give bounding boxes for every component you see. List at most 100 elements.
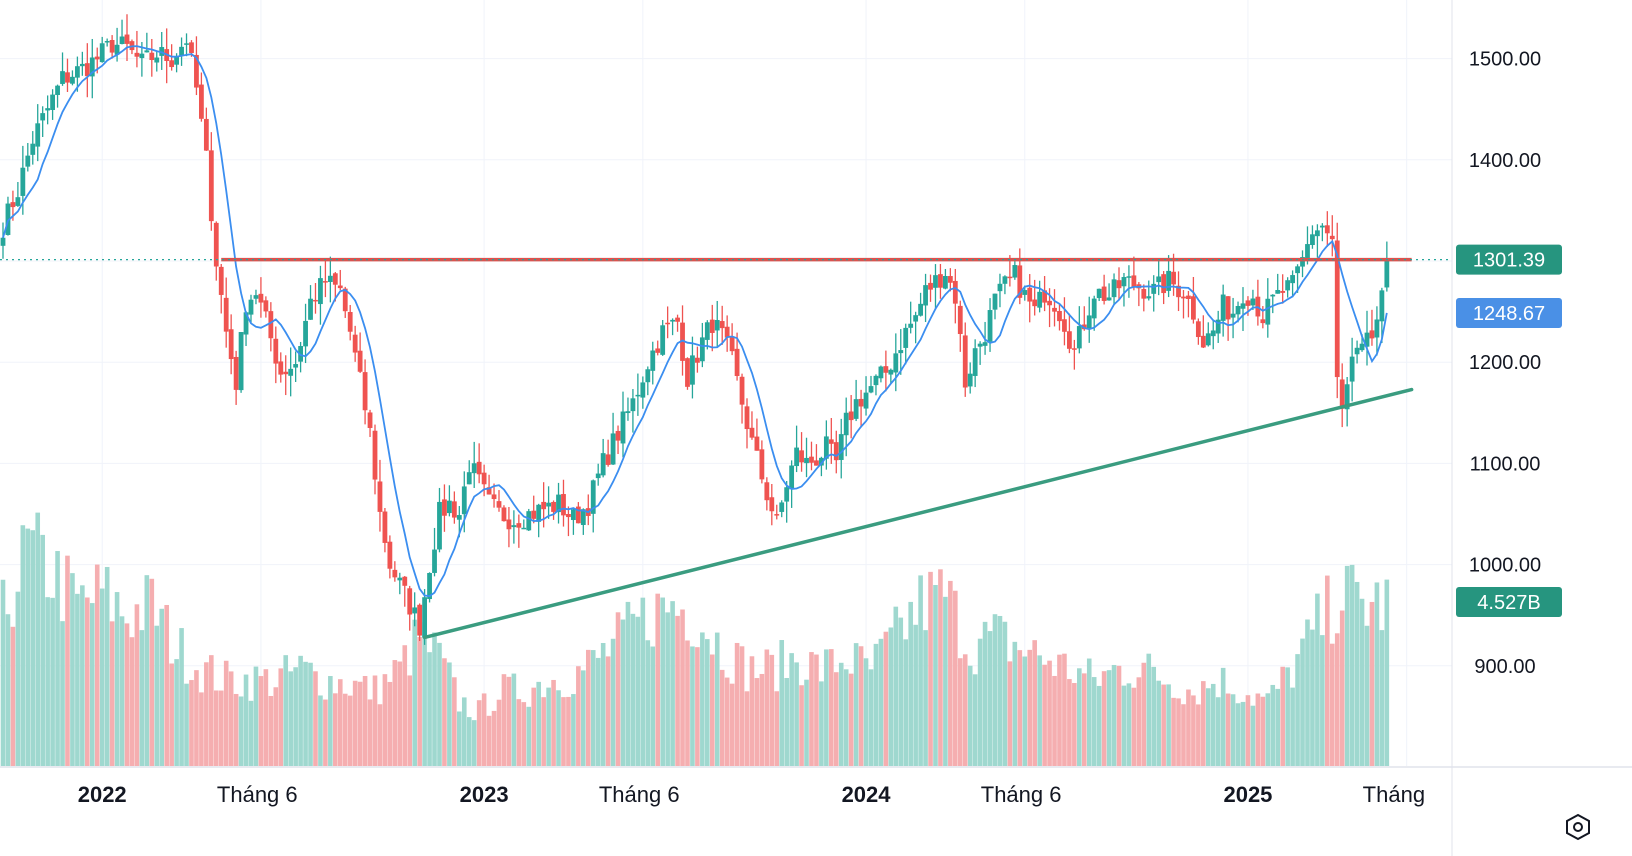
time-axis[interactable]: 2022 Tháng 6 2023 Tháng 6 2024 Tháng 6 2025 Thá… — [78, 782, 1425, 807]
candle-body — [412, 607, 418, 614]
y-tick-label: 1400.00 — [1469, 150, 1541, 172]
chart-settings-button[interactable] — [1561, 810, 1595, 844]
volume-bar — [25, 528, 31, 766]
volume-bar — [1225, 693, 1231, 766]
candle-body — [203, 118, 209, 151]
volume-bar — [397, 661, 403, 766]
candle-body — [109, 40, 115, 53]
candle-body — [55, 85, 60, 96]
ma-value-label: 1248.67 — [1473, 303, 1545, 325]
candle-body — [1200, 335, 1206, 348]
candle-body — [1017, 265, 1023, 298]
candle-body — [134, 52, 140, 57]
volume-bar — [1280, 666, 1285, 766]
volume-bar — [948, 580, 953, 766]
volume-bar — [283, 655, 289, 766]
volume-bar — [1191, 695, 1196, 766]
candle-body — [119, 36, 125, 45]
candle-body — [1042, 290, 1047, 303]
candle-body — [863, 392, 869, 409]
candle-body — [228, 329, 234, 360]
volume-bar — [1086, 658, 1092, 766]
settings-hexagon-icon — [1566, 813, 1590, 841]
volume-bar — [194, 670, 199, 766]
candle-body — [323, 281, 328, 283]
volume-bar — [129, 637, 135, 766]
volume-bar — [70, 573, 75, 766]
candle-body — [541, 501, 547, 510]
candle-body — [982, 342, 988, 346]
candle-body — [774, 514, 780, 516]
volume-bar — [1166, 684, 1171, 766]
candle-body — [957, 305, 963, 335]
candle-body — [992, 293, 998, 310]
candle-body — [1032, 299, 1038, 307]
candle-body — [189, 42, 194, 54]
candle-body — [749, 427, 755, 438]
volume-bar — [566, 696, 571, 766]
candle-body — [605, 454, 611, 465]
volume-bar — [1295, 654, 1300, 766]
candle-body — [1319, 225, 1325, 228]
volume-bar — [521, 702, 527, 766]
candle-body — [511, 525, 517, 528]
candle-body — [1315, 230, 1320, 237]
volume-bar — [442, 658, 447, 766]
volume-bar — [114, 592, 120, 766]
volume-bar — [883, 631, 889, 766]
candle-body — [461, 486, 467, 515]
x-tick-label: Tháng 6 — [217, 782, 298, 807]
candle-body — [99, 43, 105, 63]
volume-bar — [1057, 654, 1062, 766]
volume-bar — [253, 666, 259, 766]
candle-body — [382, 511, 388, 543]
candle-body — [1002, 276, 1008, 284]
support-trendline[interactable] — [422, 387, 1414, 640]
volume-bar — [1329, 643, 1335, 766]
volume-bar — [80, 585, 85, 766]
volume-bar — [60, 621, 65, 766]
candle-body — [1260, 319, 1266, 324]
x-tick-label: 2024 — [842, 782, 892, 807]
volume-bar — [1275, 688, 1281, 766]
volume-bar — [536, 681, 541, 766]
volume-bar — [660, 597, 665, 766]
volume-bar — [407, 675, 413, 766]
candle-body — [114, 44, 120, 55]
candle-body — [848, 411, 854, 421]
candle-body — [208, 150, 214, 222]
candle-body — [952, 280, 958, 304]
volume-bar — [824, 649, 829, 766]
volume-bar — [124, 623, 130, 766]
volume-bar — [1027, 649, 1033, 766]
volume-bar — [1250, 705, 1256, 766]
volume-bar — [561, 697, 566, 766]
candle-body — [873, 375, 879, 386]
volume-bar — [89, 603, 95, 766]
candle-body — [84, 63, 90, 77]
volume-bar — [650, 646, 656, 766]
volume-bar — [1186, 689, 1191, 766]
x-tick-label: Tháng 6 — [599, 782, 680, 807]
candle-body — [313, 299, 318, 302]
candle-body — [1096, 288, 1102, 299]
volume-bar — [1156, 680, 1161, 766]
last-price-label-bg — [1456, 244, 1562, 275]
y-tick-label: 1500.00 — [1469, 49, 1541, 71]
candle-body — [1181, 296, 1186, 299]
volume-bar — [189, 680, 194, 766]
volume-bar — [1240, 701, 1246, 766]
y-tick-label: 900.00 — [1474, 656, 1535, 678]
candle-body — [1076, 326, 1082, 349]
candle-body — [35, 123, 41, 147]
candle-body — [838, 434, 844, 460]
volume-bar — [149, 578, 155, 766]
candle-body — [1156, 276, 1162, 283]
candle-body — [878, 366, 884, 379]
candle-body — [278, 361, 284, 375]
candle-body — [739, 376, 745, 405]
volume-bar — [402, 645, 408, 766]
volume-bar — [843, 669, 849, 766]
volume-bar — [99, 588, 105, 766]
